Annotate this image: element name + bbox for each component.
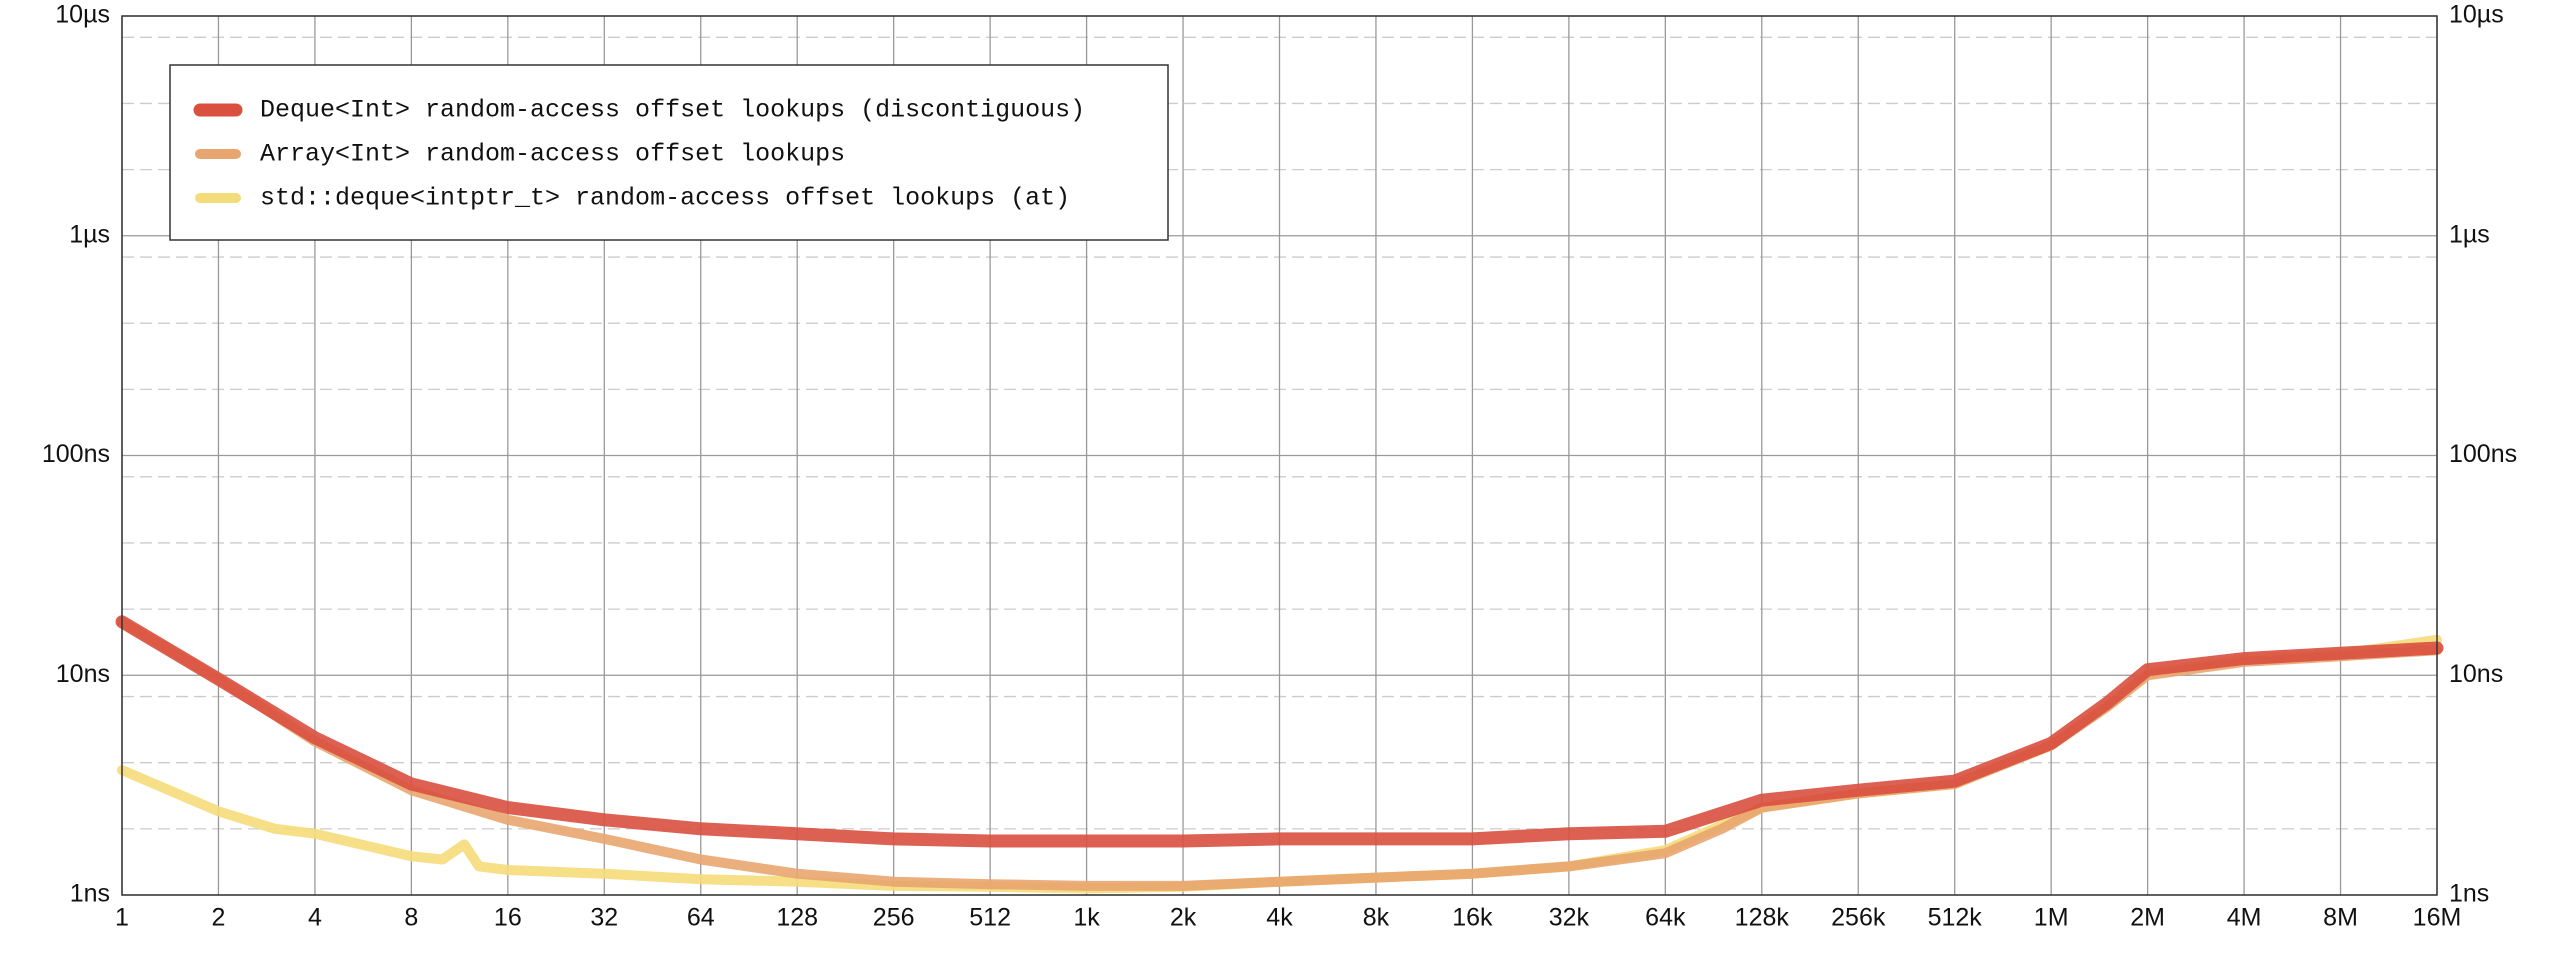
y2-tick-label: 1ns xyxy=(2449,880,2489,908)
x-tick-label: 8M xyxy=(2323,904,2358,932)
x-tick-label: 2 xyxy=(212,904,226,932)
y-tick-label: 1ns xyxy=(70,880,110,908)
legend-box xyxy=(169,64,1169,241)
x-tick-label: 1k xyxy=(1073,904,1100,932)
x-tick-label: 4k xyxy=(1266,904,1293,932)
x-tick-label: 1M xyxy=(2034,904,2069,932)
x-tick-label: 8k xyxy=(1363,904,1390,932)
x-tick-label: 32 xyxy=(590,904,618,932)
y2-tick-label: 100ns xyxy=(2449,440,2517,468)
plot-frame xyxy=(121,15,2438,896)
x-tick-label: 2M xyxy=(2130,904,2165,932)
x-tick-label: 16M xyxy=(2413,904,2462,932)
x-tick-label: 8 xyxy=(404,904,418,932)
legend-label: Array<Int> random-access offset lookups xyxy=(260,140,845,169)
y-tick-label: 100ns xyxy=(42,440,110,468)
x-tick-label: 16 xyxy=(494,904,522,932)
y2-tick-label: 10ns xyxy=(2449,660,2503,688)
x-tick-label: 32k xyxy=(1549,904,1590,932)
x-tick-label: 1 xyxy=(115,904,129,932)
x-tick-label: 256 xyxy=(873,904,915,932)
x-tick-label: 128k xyxy=(1735,904,1790,932)
x-tick-label: 64 xyxy=(687,904,715,932)
y2-tick-label: 10µs xyxy=(2449,1,2504,29)
y-tick-label: 1µs xyxy=(69,220,110,248)
x-tick-label: 16k xyxy=(1452,904,1493,932)
x-tick-label: 128 xyxy=(776,904,818,932)
series-line xyxy=(115,615,2444,848)
x-tick-label: 64k xyxy=(1645,904,1686,932)
x-tick-label: 512 xyxy=(969,904,1011,932)
y-tick-label: 10ns xyxy=(56,660,110,688)
x-tick-label: 4 xyxy=(308,904,322,932)
y2-tick-label: 1µs xyxy=(2449,220,2490,248)
x-tick-label: 256k xyxy=(1831,904,1886,932)
legend-label: std::deque<intptr_t> random-access offse… xyxy=(260,184,1070,213)
legend: Deque<Int> random-access offset lookups … xyxy=(169,64,1169,241)
x-tick-label: 2k xyxy=(1170,904,1197,932)
plot-lines xyxy=(115,615,2444,894)
y-tick-label: 10µs xyxy=(55,1,110,29)
legend-label: Deque<Int> random-access offset lookups … xyxy=(260,96,1085,125)
x-tick-label: 4M xyxy=(2227,904,2262,932)
x-tick-label: 512k xyxy=(1928,904,1983,932)
